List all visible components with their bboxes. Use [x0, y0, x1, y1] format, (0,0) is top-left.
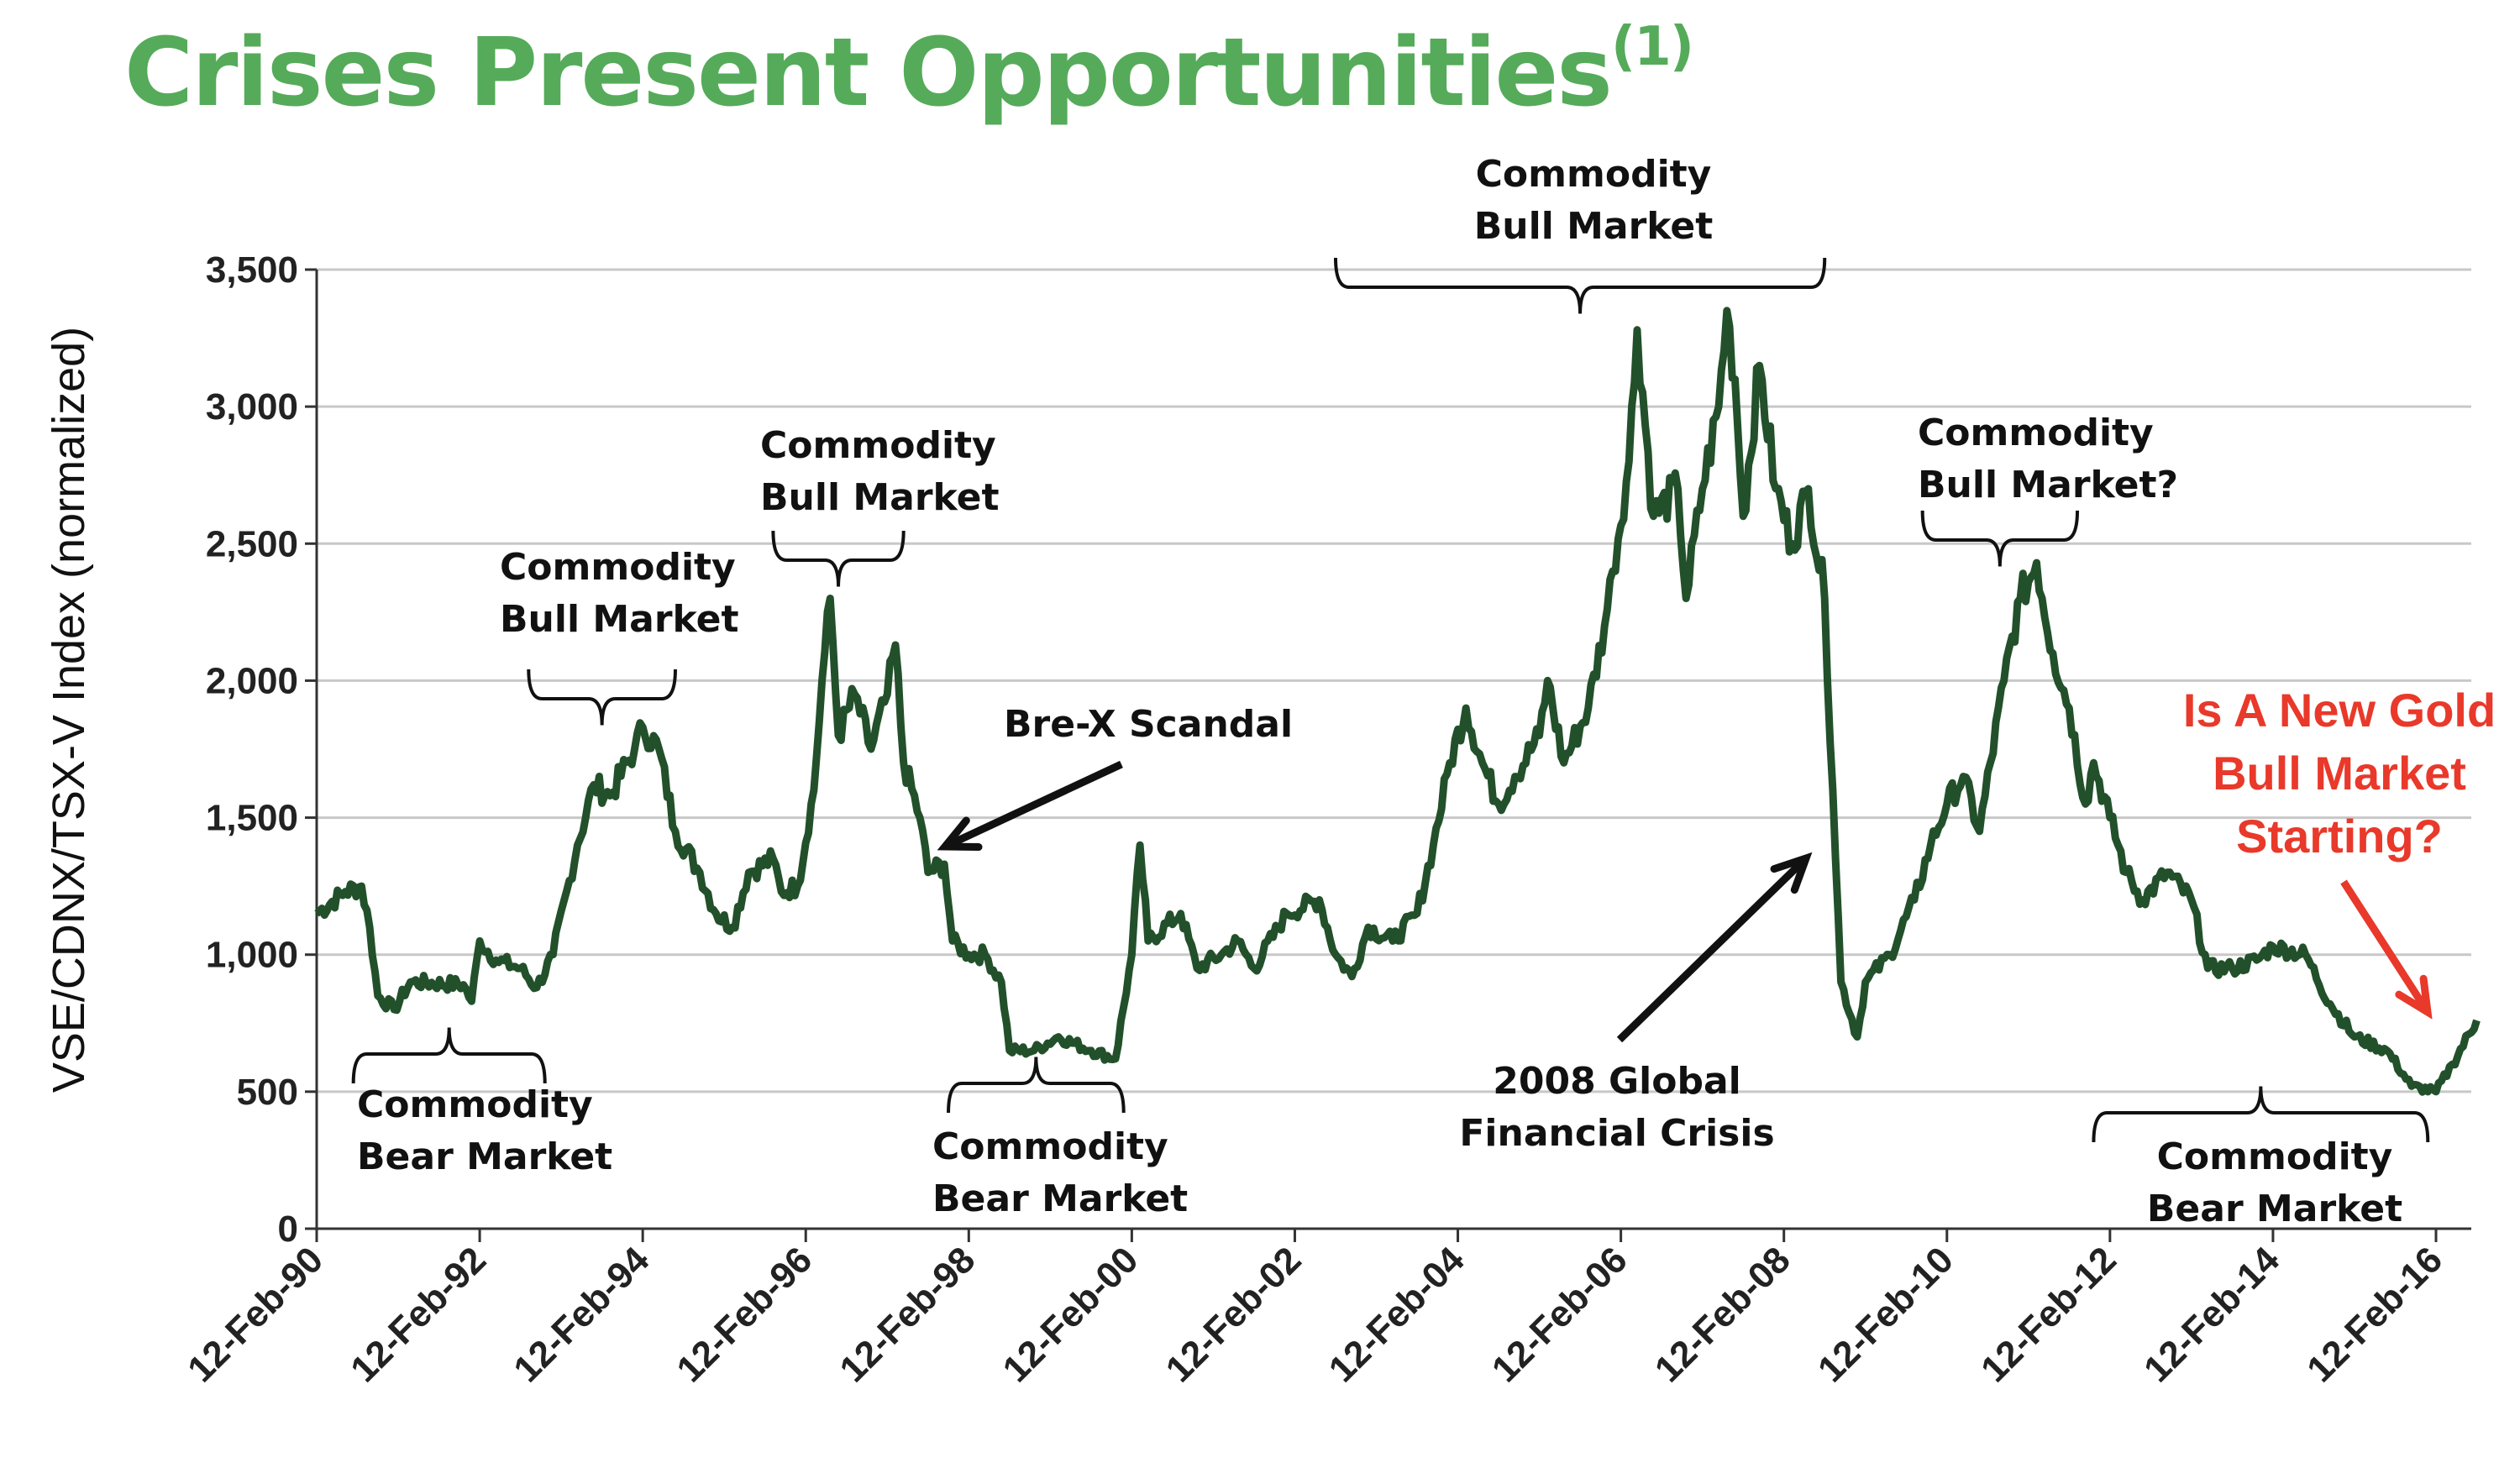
annotations: Commodity Bear Market Commodity Bull Market… — [351, 153, 2496, 1230]
arrow-head — [937, 816, 983, 852]
y-tick-label: 500 — [237, 1072, 298, 1113]
annotation-new-gold-bull: Is A New Gold Bull Market Starting? — [2183, 684, 2496, 863]
x-tick-label: 12-Feb-08 — [1647, 1239, 1798, 1390]
annotation-bull-1994: Commodity Bull Market — [500, 546, 738, 641]
brace-bear-1998 — [947, 1057, 1126, 1114]
title-footnote: (1) — [1610, 15, 1694, 78]
y-tick-label: 2,500 — [206, 523, 298, 564]
x-tick-label: 12-Feb-10 — [1810, 1239, 1961, 1390]
arrow-shaft — [2340, 879, 2431, 1015]
x-tick-label: 12-Feb-12 — [1973, 1239, 2124, 1390]
y-tick-label: 1,000 — [206, 935, 298, 976]
y-axis-label: VSE/CDNX/TSX-V Index (normalized) — [44, 327, 94, 1093]
x-tick-label: 12-Feb-96 — [669, 1239, 820, 1390]
brace-bear-2014 — [2092, 1086, 2430, 1143]
axes — [305, 268, 2471, 1242]
annotation-line: Bull Market? — [1918, 464, 2178, 506]
annotation-line: 2008 Global — [1493, 1060, 1740, 1103]
page-title: Crises Present Opportunities(1) — [124, 15, 1694, 128]
annotation-line: Bull Market — [2213, 747, 2466, 800]
annotation-line: Commodity — [760, 424, 996, 467]
x-tick-label: 12-Feb-00 — [995, 1239, 1147, 1390]
title-text: Crises Present Opportunities — [124, 18, 1613, 128]
annotation-line: Bull Market — [500, 598, 738, 641]
annotation-line: Commodity — [2157, 1135, 2393, 1178]
annotation-line: Starting? — [2236, 810, 2443, 863]
x-tick-label: 12-Feb-98 — [832, 1239, 983, 1390]
brace-bull-1996 — [771, 530, 906, 587]
annotation-line: Bear Market — [357, 1135, 612, 1178]
arrow-shaft — [1616, 855, 1809, 1043]
arrow-brex — [937, 760, 1123, 852]
annotation-line: Commodity — [1476, 153, 1712, 196]
annotation-gfc-2008: 2008 Global Financial Crisis — [1459, 1060, 1774, 1155]
y-tick-label: 0 — [278, 1209, 298, 1250]
x-tick-label: 12-Feb-04 — [1321, 1239, 1473, 1390]
arrow-shaft — [943, 760, 1123, 851]
annotation-bear-1998: Commodity Bear Market — [932, 1125, 1188, 1220]
annotation-bull-2006: Commodity Bull Market — [1474, 153, 1713, 248]
x-tick-label: 12-Feb-06 — [1484, 1239, 1635, 1390]
x-tick-label: 12-Feb-02 — [1158, 1239, 1310, 1390]
annotation-line: Bear Market — [2147, 1188, 2402, 1230]
y-tick-label: 3,500 — [206, 249, 298, 291]
y-tick-label: 3,000 — [206, 386, 298, 427]
x-tick-labels: 12-Feb-90 12-Feb-92 12-Feb-94 12-Feb-96 12-F… — [180, 1239, 2450, 1390]
annotation-bull-1996: Commodity Bull Market — [760, 424, 999, 519]
x-tick-label: 12-Feb-16 — [2299, 1239, 2450, 1390]
brace-bear-1991 — [351, 1027, 547, 1084]
annotation-line: Bear Market — [932, 1177, 1188, 1220]
arrow-gfc — [1616, 852, 1813, 1043]
x-tick-label: 12-Feb-92 — [343, 1239, 494, 1390]
annotation-line: Commodity — [357, 1083, 593, 1126]
arrow-new-gold-bull — [2340, 879, 2433, 1020]
annotation-line: Bre-X Scandal — [1004, 703, 1293, 746]
annotation-line: Financial Crisis — [1459, 1112, 1774, 1155]
annotation-bear-1991: Commodity Bear Market — [357, 1083, 612, 1178]
x-tick-label: 12-Feb-94 — [506, 1239, 657, 1390]
y-tick-label: 1,500 — [206, 798, 298, 839]
annotation-bear-2014: Commodity Bear Market — [2147, 1135, 2402, 1230]
y-tick-label: 2,000 — [206, 660, 298, 701]
annotation-line: Bull Market — [1474, 205, 1713, 248]
brace-bull-2006 — [1333, 257, 1827, 314]
annotation-line: Commodity — [500, 546, 736, 589]
gridlines — [317, 268, 2471, 1093]
arrow-head — [2395, 974, 2433, 1020]
annotation-bull-2011: Commodity Bull Market? — [1918, 412, 2178, 506]
y-tick-labels: 0 500 1,000 1,500 2,000 2,500 3,000 3,500 — [206, 249, 298, 1250]
x-tick-label: 12-Feb-14 — [2136, 1239, 2287, 1390]
brace-bull-1994 — [527, 669, 677, 726]
brace-bull-2011 — [1920, 510, 2080, 567]
annotation-line: Is A New Gold — [2183, 684, 2496, 737]
annotation-line: Bull Market — [760, 476, 999, 519]
annotation-line: Commodity — [932, 1125, 1168, 1168]
annotation-brex: Bre-X Scandal — [1004, 703, 1293, 746]
annotation-line: Commodity — [1918, 412, 2154, 454]
arrow-head — [1770, 852, 1813, 894]
x-tick-label: 12-Feb-90 — [180, 1239, 331, 1390]
series-line — [314, 307, 2481, 1096]
